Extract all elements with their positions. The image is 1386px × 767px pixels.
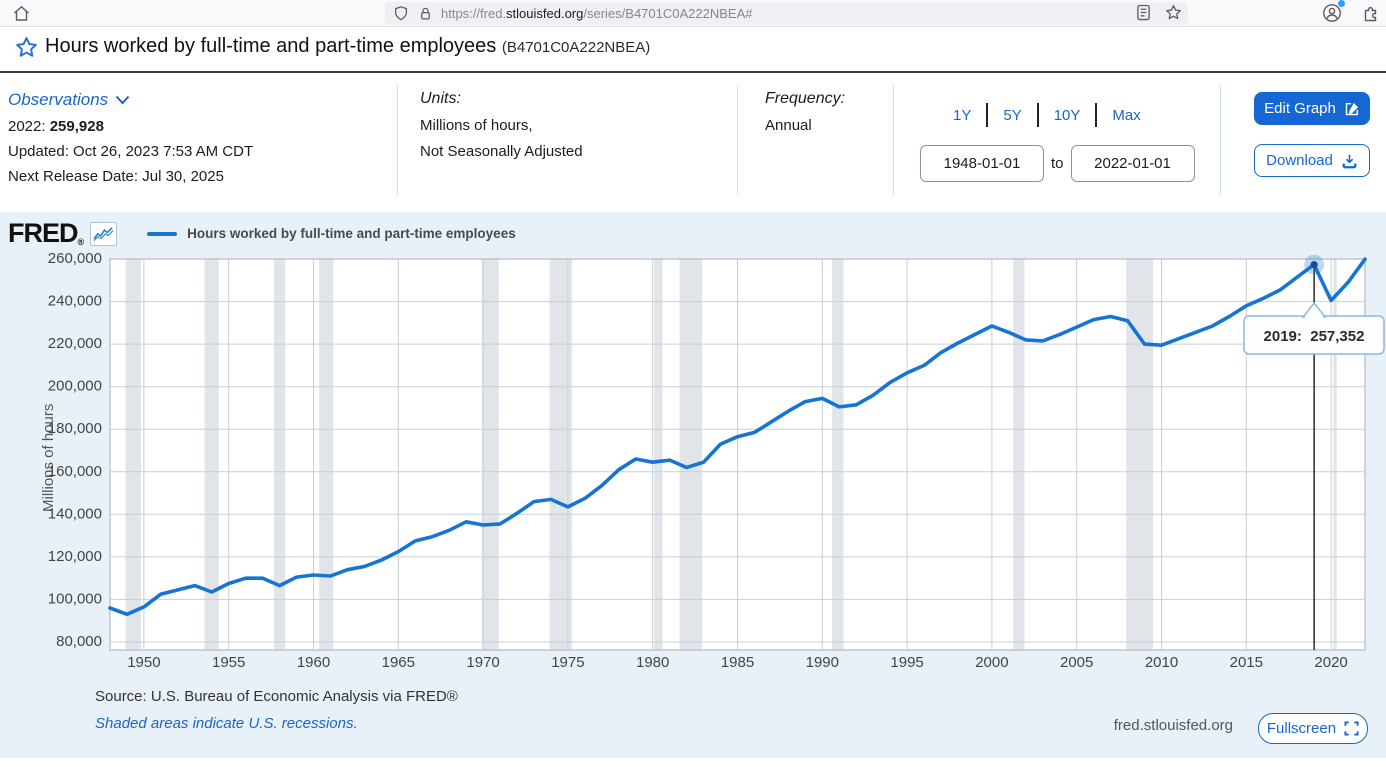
divider: [986, 103, 989, 127]
end-date-input[interactable]: [1070, 145, 1195, 182]
chart-tooltip: 2019: 257,352: [1243, 301, 1385, 355]
svg-text:1985: 1985: [721, 654, 754, 671]
svg-text:1980: 1980: [636, 654, 669, 671]
svg-text:1990: 1990: [806, 654, 839, 671]
recession-note-link[interactable]: Shaded areas indicate U.S. recessions.: [95, 715, 358, 732]
series-id: (B4701C0A222NBEA): [501, 39, 651, 56]
chart-legend: Hours worked by full-time and part-time …: [147, 226, 516, 241]
observations-dropdown[interactable]: Observations: [8, 90, 253, 110]
svg-text:2019: 257,352: 2019: 257,352: [1264, 328, 1365, 345]
reader-mode-icon[interactable]: [1136, 4, 1151, 21]
svg-text:2020: 2020: [1314, 654, 1347, 671]
page-header: Hours worked by full-time and part-time …: [0, 27, 1386, 72]
latest-observation: 2022: 259,928: [8, 118, 104, 135]
home-icon[interactable]: [12, 4, 31, 23]
edit-graph-button[interactable]: Edit Graph: [1254, 92, 1370, 125]
favorite-star-icon[interactable]: [15, 36, 38, 64]
header-divider: [0, 71, 1386, 73]
site-attribution: fred.stlouisfed.org: [1113, 717, 1233, 734]
date-range-controls: 1Y 5Y 10Y Max to: [920, 73, 1200, 212]
svg-text:220,000: 220,000: [48, 335, 102, 352]
svg-text:1970: 1970: [466, 654, 499, 671]
shield-icon[interactable]: [393, 5, 409, 22]
svg-text:200,000: 200,000: [48, 378, 102, 395]
svg-text:160,000: 160,000: [48, 463, 102, 480]
download-button[interactable]: Download: [1254, 144, 1370, 177]
svg-text:120,000: 120,000: [48, 548, 102, 565]
updated-timestamp: Updated: Oct 26, 2023 7:53 AM CDT: [8, 143, 254, 160]
svg-text:2015: 2015: [1230, 654, 1263, 671]
fullscreen-button[interactable]: Fullscreen: [1258, 713, 1368, 744]
time-series-plot[interactable]: 80,000 100,000 120,000 140,000 160,000 180,00…: [0, 246, 1386, 686]
range-preset-5y[interactable]: 5Y: [1003, 106, 1022, 124]
next-release-link[interactable]: Next Release Date: Jul 30, 2025: [8, 168, 224, 185]
svg-text:1995: 1995: [890, 654, 923, 671]
fullscreen-icon: [1344, 721, 1359, 736]
divider: [893, 85, 894, 195]
svg-text:80,000: 80,000: [56, 633, 102, 650]
extensions-puzzle-icon[interactable]: [1362, 4, 1380, 22]
edit-pencil-icon: [1345, 102, 1358, 115]
url-text: https://fred.stlouisfed.org/series/B4701…: [441, 6, 753, 21]
divider: [1095, 103, 1098, 127]
legend-line-swatch: [147, 231, 178, 236]
svg-text:1965: 1965: [382, 654, 415, 671]
fred-logo[interactable]: FRED®: [8, 218, 84, 248]
start-date-input[interactable]: [920, 145, 1044, 182]
svg-text:1975: 1975: [551, 654, 584, 671]
bookmark-star-icon[interactable]: [1165, 4, 1182, 21]
chart-container: FRED® Hours worked by full-time and part…: [0, 212, 1386, 758]
range-preset-1y[interactable]: 1Y: [953, 106, 972, 124]
series-meta-row: Observations 2022: 259,928 Updated: Oct …: [0, 73, 1386, 212]
svg-text:240,000: 240,000: [48, 293, 102, 310]
lock-icon[interactable]: [418, 5, 433, 22]
page-title: Hours worked by full-time and part-time …: [45, 35, 651, 57]
source-note: Source: U.S. Bureau of Economic Analysis…: [95, 688, 458, 705]
svg-text:260,000: 260,000: [48, 250, 102, 267]
divider: [1036, 103, 1039, 127]
svg-text:1955: 1955: [212, 654, 245, 671]
units-block: Units: Millions of hours, Not Seasonally…: [420, 90, 583, 160]
svg-text:2000: 2000: [975, 654, 1008, 671]
svg-text:140,000: 140,000: [48, 505, 102, 522]
fred-chart-icon: [90, 221, 118, 246]
legend-label: Hours worked by full-time and part-time …: [187, 226, 516, 241]
range-preset-10y[interactable]: 10Y: [1053, 106, 1081, 124]
svg-text:180,000: 180,000: [48, 420, 102, 437]
divider: [737, 85, 738, 195]
range-preset-max[interactable]: Max: [1112, 106, 1141, 124]
account-icon[interactable]: [1322, 0, 1345, 23]
to-label: to: [1051, 155, 1064, 172]
svg-text:2010: 2010: [1145, 654, 1178, 671]
notification-dot: [1338, 0, 1345, 7]
download-icon: [1342, 154, 1357, 168]
frequency-block: Frequency: Annual: [765, 90, 846, 134]
svg-text:1950: 1950: [127, 654, 160, 671]
svg-text:2005: 2005: [1060, 654, 1093, 671]
divider: [397, 85, 398, 195]
url-bar[interactable]: https://fred.stlouisfed.org/series/B4701…: [385, 2, 1188, 25]
divider: [1220, 85, 1221, 195]
svg-text:1960: 1960: [297, 654, 330, 671]
svg-text:100,000: 100,000: [48, 590, 102, 607]
chevron-down-icon: [115, 95, 130, 105]
browser-toolbar: https://fred.stlouisfed.org/series/B4701…: [0, 0, 1386, 27]
